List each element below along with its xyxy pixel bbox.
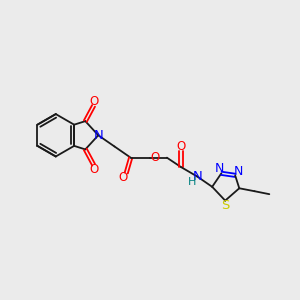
Text: O: O: [89, 163, 98, 176]
Text: S: S: [221, 199, 230, 212]
Text: N: N: [215, 162, 225, 175]
Text: O: O: [150, 151, 159, 164]
Text: O: O: [89, 94, 98, 108]
Text: N: N: [234, 165, 243, 178]
Text: O: O: [176, 140, 186, 153]
Text: H: H: [188, 177, 196, 187]
Text: N: N: [93, 129, 103, 142]
Text: O: O: [118, 171, 127, 184]
Text: N: N: [193, 170, 203, 183]
